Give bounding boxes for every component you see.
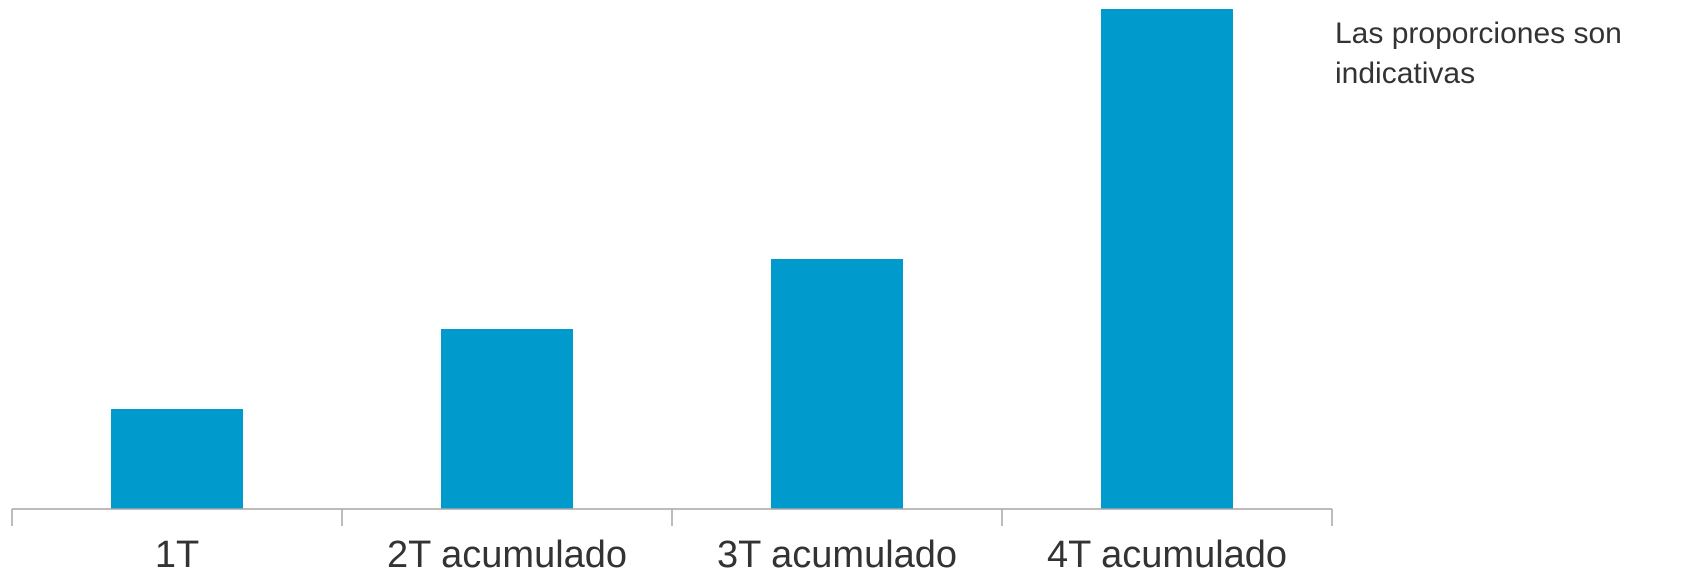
x-axis (11, 508, 1333, 526)
bar-2 (441, 329, 573, 509)
x-tick-label: 3T acumulado (717, 534, 957, 576)
chart-note: Las proporciones son indicativas (1335, 17, 1622, 90)
bar-chart: 1T 2T acumulado 3T acumulado 4T acumulado (11, 9, 1333, 576)
bar-4 (1101, 9, 1233, 509)
x-tick-label: 2T acumulado (387, 534, 627, 576)
x-tick-labels: 1T 2T acumulado 3T acumulado 4T acumulado (155, 534, 1287, 576)
x-tick-label: 4T acumulado (1047, 534, 1287, 576)
x-tick-label: 1T (155, 534, 199, 576)
bar-1 (111, 409, 243, 509)
bars-group (111, 9, 1233, 509)
bar-3 (771, 259, 903, 509)
